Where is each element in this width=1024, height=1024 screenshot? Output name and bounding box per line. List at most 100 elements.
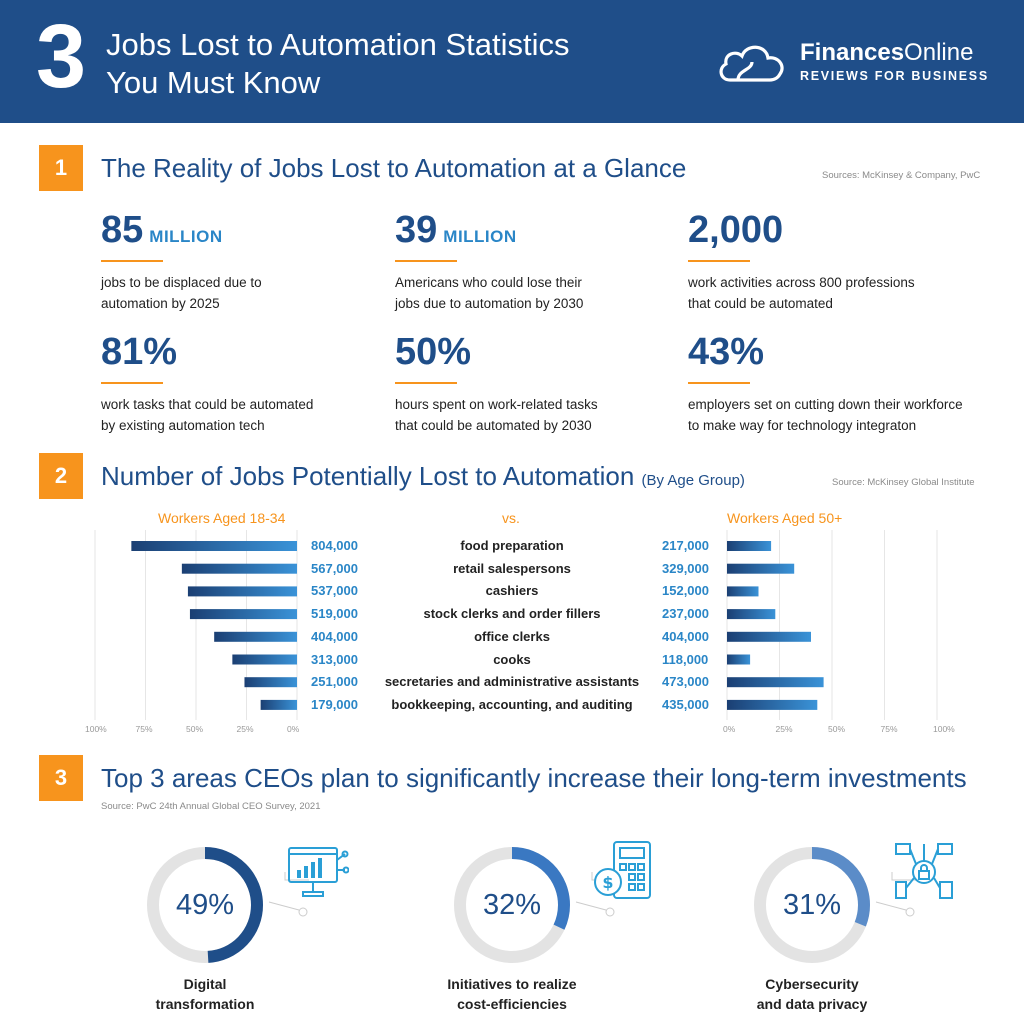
chart-grid (94, 530, 938, 720)
bar-age-18-34 (131, 541, 297, 551)
value-label-50-plus: 404,000 (662, 628, 709, 644)
value-label-18-34: 537,000 (311, 583, 358, 599)
chart-bars (131, 541, 824, 710)
category-label: office clerks (474, 628, 550, 644)
section-1-badge: 1 (39, 145, 83, 191)
value-label-50-plus: 237,000 (662, 606, 709, 622)
axis-tick-left: 25% (236, 724, 254, 734)
bar-age-50-plus (727, 677, 824, 688)
bar-age-18-34 (181, 563, 297, 574)
investment-label: Cybersecurity and data privacy (756, 976, 868, 1012)
stat-rule (395, 382, 457, 384)
section-2-title: Number of Jobs Potentially Lost to Autom… (101, 461, 745, 491)
value-label-50-plus: 435,000 (662, 696, 709, 712)
donut-arc (454, 847, 570, 963)
age-group-bar-chart (94, 530, 938, 720)
section-1-source: Sources: McKinsey & Company, PwC (822, 170, 981, 181)
value-label-50-plus: 329,000 (662, 560, 709, 576)
bar-age-50-plus (727, 654, 751, 665)
category-label: food preparation (460, 538, 564, 553)
category-label: bookkeeping, accounting, and auditing (391, 696, 633, 712)
donut-arc (147, 847, 263, 963)
category-label: secretaries and administrative assistant… (384, 674, 640, 690)
icon-connector (575, 872, 616, 917)
axis-tick-right: 100% (933, 724, 955, 734)
value-label-50-plus: 473,000 (662, 674, 709, 690)
title-line-2: You Must Know (106, 65, 321, 100)
investment-label: Initiatives to realize cost-efficiencies (447, 976, 577, 1012)
bar-age-18-34 (232, 654, 297, 665)
title-line-1: Jobs Lost to Automation Statistics (106, 27, 570, 62)
bar-age-18-34 (189, 609, 297, 620)
donut-chart: 31% (752, 845, 872, 965)
stat-rule (688, 382, 750, 384)
axis-tick-right: 75% (880, 724, 898, 734)
bar-age-50-plus (727, 699, 818, 710)
stat-39-million: 39 MILLION Americans who could lose their… (395, 209, 584, 311)
brand-tagline: REVIEWS FOR BUSINESS (800, 69, 989, 83)
stat-rule (395, 260, 457, 262)
section-3-title: Top 3 areas CEOs plan to significantly i… (101, 763, 967, 793)
value-label-50-plus: 152,000 (662, 583, 709, 599)
stat-81-percent: 81% work tasks that could be automated by… (101, 331, 314, 433)
donut-value: 32% (482, 888, 542, 921)
header-number: 3 (36, 7, 87, 107)
stat-2000-activities: 2,000 work activities across 800 profess… (688, 209, 915, 311)
stat-50-percent: 50% hours spent on work-related tasks tha… (395, 331, 598, 433)
section-2-badge: 2 (39, 453, 83, 499)
bar-age-50-plus (727, 541, 772, 551)
axis-tick-left: 75% (135, 724, 153, 734)
donut-chart: 32% (452, 845, 572, 965)
bar-age-18-34 (260, 699, 297, 710)
page-title: Jobs Lost to Automation Statistics You M… (106, 26, 570, 102)
calculator-icon: $ (592, 840, 656, 904)
header-banner: 3 Jobs Lost to Automation Statistics You… (0, 0, 1024, 123)
vs-label: vs. (502, 510, 520, 526)
bar-age-50-plus (727, 609, 776, 620)
right-group-label: Workers Aged 50+ (727, 510, 843, 526)
axis-tick-left: 100% (85, 724, 107, 734)
donut-value: 31% (782, 888, 842, 921)
icon-connector (268, 872, 309, 917)
section-1-title: The Reality of Jobs Lost to Automation a… (101, 153, 687, 183)
icon-connector (875, 872, 916, 917)
section-3-badge: 3 (39, 755, 83, 801)
category-label: retail salespersons (453, 560, 571, 576)
category-label: cooks (493, 651, 531, 667)
brand-name: FinancesOnline (800, 39, 974, 66)
stat-85-million: 85 MILLION jobs to be displaced due to aut… (101, 209, 262, 311)
value-label-18-34: 313,000 (311, 651, 358, 667)
svg-text:$: $ (602, 873, 613, 892)
value-label-18-34: 567,000 (311, 560, 358, 576)
bar-age-18-34 (187, 586, 297, 597)
bar-age-50-plus (727, 631, 811, 642)
bar-age-50-plus (727, 563, 795, 574)
cloud-logo-icon (719, 45, 784, 82)
stat-rule (101, 260, 163, 262)
axis-tick-left: 50% (186, 724, 204, 734)
value-label-18-34: 519,000 (311, 606, 358, 622)
brand-logo[interactable]: FinancesOnline REVIEWS FOR BUSINESS (716, 38, 996, 88)
value-label-18-34: 404,000 (311, 628, 358, 644)
security-lock-icon (892, 840, 956, 904)
axis-tick-left: 0% (287, 724, 300, 734)
value-label-18-34: 804,000 (311, 538, 358, 553)
investment-label: Digital transformation (155, 976, 255, 1012)
axis-tick-right: 0% (723, 724, 736, 734)
axis-tick-right: 50% (828, 724, 846, 734)
stat-rule (688, 260, 750, 262)
section-2-source: Source: McKinsey Global Institute (832, 477, 975, 488)
bar-age-18-34 (214, 631, 297, 642)
bar-age-50-plus (727, 586, 759, 597)
category-label: stock clerks and order fillers (423, 606, 601, 622)
value-label-18-34: 251,000 (311, 674, 358, 690)
section-3-source: Source: PwC 24th Annual Global CEO Surve… (101, 801, 321, 812)
donut-chart: 49% (145, 845, 265, 965)
value-label-50-plus: 118,000 (662, 651, 709, 667)
value-label-50-plus: 217,000 (662, 538, 709, 553)
axis-tick-right: 25% (775, 724, 793, 734)
bar-age-18-34 (244, 677, 297, 688)
stat-rule (101, 382, 163, 384)
value-label-18-34: 179,000 (311, 696, 358, 712)
stat-43-percent: 43% employers set on cutting down their … (688, 331, 963, 433)
